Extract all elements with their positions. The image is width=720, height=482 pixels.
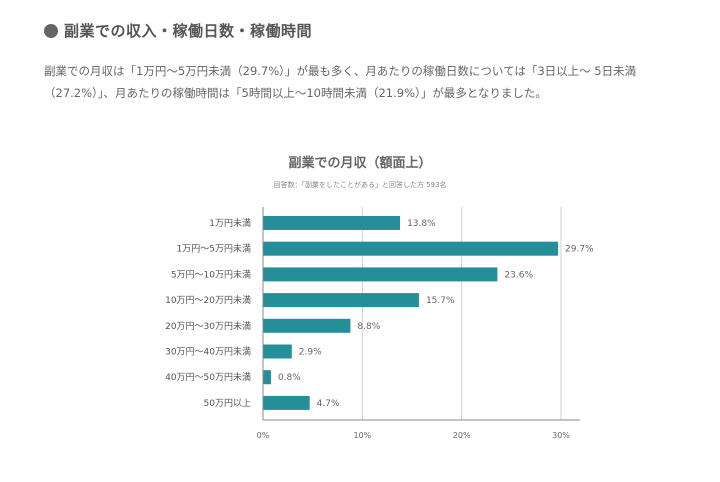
section-header: 副業での収入・稼働日数・稼働時間 (44, 20, 312, 41)
bar (263, 395, 310, 410)
bar (263, 344, 292, 359)
summary-text: 副業での月収は「1万円〜5万円未満（29.7%）」が最も多く、月あたりの稼働日数… (44, 64, 637, 100)
category-label: 1万円〜5万円未満 (177, 243, 251, 255)
x-tick-label: 20% (453, 431, 471, 440)
bar (263, 267, 498, 282)
x-tick-label: 0% (257, 431, 270, 440)
section-title: 副業での収入・稼働日数・稼働時間 (64, 22, 313, 40)
value-label: 8.8% (357, 322, 380, 332)
bar (263, 216, 401, 230)
x-tick-label: 10% (353, 431, 371, 440)
category-label: 1万円未満 (209, 217, 251, 229)
category-label: 50万円以上 (204, 398, 251, 409)
chart-subtitle: 回答数：「副業をしたことがある」と回答した方 593名 (273, 181, 447, 189)
category-label: 30万円〜40万円未満 (165, 346, 251, 358)
value-label: 15.7% (426, 296, 455, 306)
value-label: 23.6% (504, 270, 533, 280)
value-label: 2.9% (299, 348, 322, 358)
value-label: 0.8% (278, 373, 301, 383)
circle-bullet-icon (44, 23, 58, 38)
bar (263, 293, 419, 308)
chart-title: 副業での月収（額面上） (288, 156, 432, 171)
category-label: 10万円〜20万円未満 (165, 294, 251, 306)
value-label: 4.7% (317, 399, 340, 409)
bar (263, 241, 559, 256)
x-tick-label: 30% (552, 431, 570, 440)
category-label: 40万円〜50万円未満 (165, 371, 251, 383)
category-label: 20万円〜30万円未満 (165, 320, 251, 332)
category-label: 5万円〜10万円未満 (171, 268, 251, 280)
value-label: 13.8% (407, 219, 436, 229)
bar (263, 318, 351, 333)
bar (263, 370, 271, 385)
value-label: 29.7% (565, 245, 594, 255)
